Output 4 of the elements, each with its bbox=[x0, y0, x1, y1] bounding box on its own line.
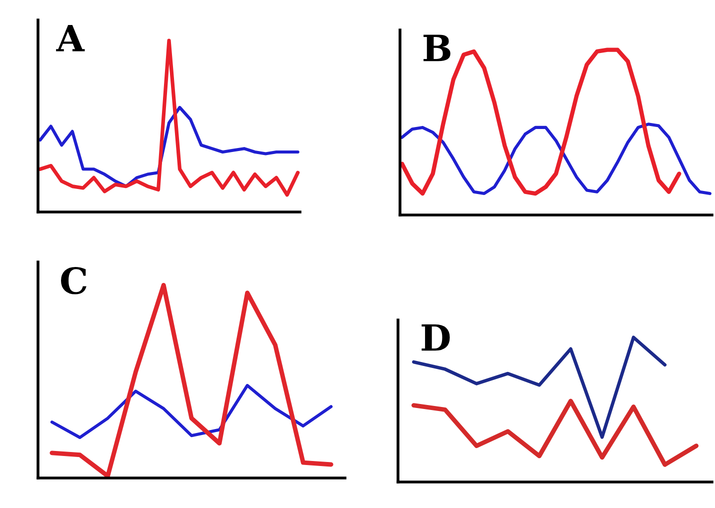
chart-title: B bbox=[424, 34, 450, 62]
chart-title: A bbox=[56, 24, 85, 52]
chart-title: C bbox=[61, 266, 86, 294]
chart-title: D bbox=[422, 324, 450, 351]
